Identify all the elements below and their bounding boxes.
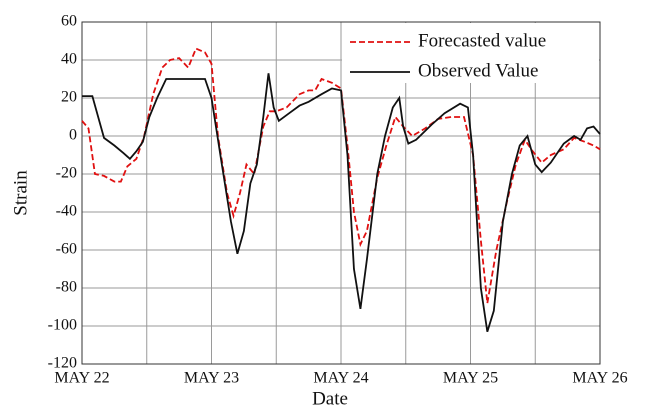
series-line (82, 73, 601, 332)
y-tick-label: 20 (61, 89, 77, 106)
x-tick-label: MAY 26 (572, 370, 627, 387)
legend-box (342, 23, 599, 83)
y-tick-label: 40 (61, 51, 77, 68)
x-axis-label: Date (312, 388, 348, 409)
y-tick-label: 60 (61, 13, 77, 30)
y-tick-label: -60 (56, 241, 77, 258)
y-axis-label: Strain (10, 170, 31, 216)
plot-frame (81, 21, 601, 365)
y-tick-label: -120 (48, 355, 77, 372)
x-tick-label: MAY 25 (443, 370, 498, 387)
y-tick-label: -20 (56, 165, 77, 182)
y-tick-label: 0 (69, 127, 77, 144)
x-tick-label: MAY 24 (313, 370, 368, 387)
x-tick-label: MAY 23 (184, 370, 239, 387)
legend-label: Observed Value (418, 60, 538, 81)
y-tick-label: -40 (56, 203, 77, 220)
x-tick-label: MAY 22 (54, 370, 109, 387)
y-tick-label: -100 (48, 317, 77, 334)
y-tick-label: -80 (56, 279, 77, 296)
legend-label: Forecasted value (418, 30, 546, 51)
